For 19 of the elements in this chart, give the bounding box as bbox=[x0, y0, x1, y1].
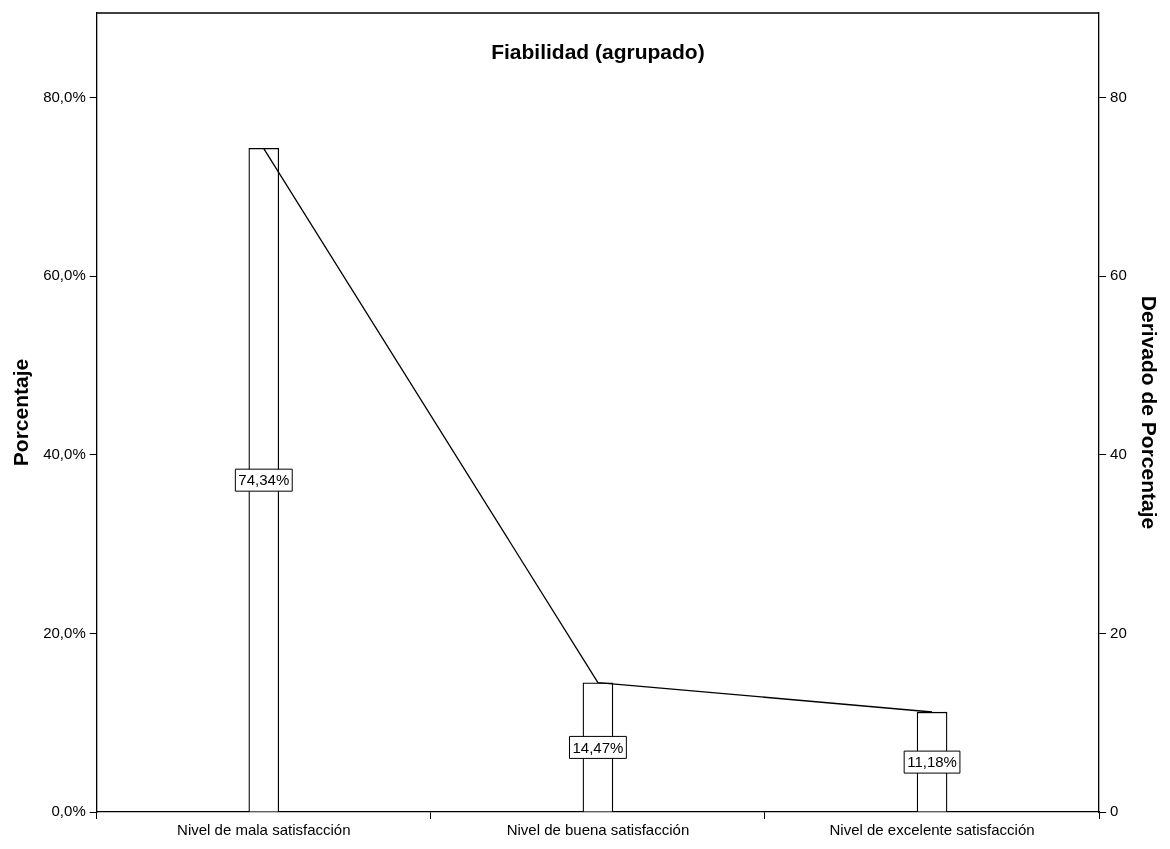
y2-tick-label: 20 bbox=[1110, 623, 1127, 641]
y-tick-label: 20,0% bbox=[43, 623, 86, 641]
y2-tick-label: 60 bbox=[1110, 266, 1127, 284]
data-label: 14,47% bbox=[572, 738, 624, 756]
text: Fiabilidad (agrupado) bbox=[491, 39, 705, 63]
y-tick-label: 80,0% bbox=[43, 87, 86, 105]
y-tick-label: 0,0% bbox=[51, 802, 86, 820]
x-tick-label: Nivel de excelente satisfacción bbox=[829, 821, 1035, 839]
y-tick-label: 40,0% bbox=[43, 445, 86, 463]
x-tick-label: Nivel de mala satisfacción bbox=[177, 821, 351, 839]
y2-tick-label: 0 bbox=[1110, 802, 1119, 820]
data-label: 11,18% bbox=[907, 753, 957, 771]
data-label: 74,34% bbox=[238, 471, 290, 489]
y-axis-title: Porcentaje bbox=[9, 358, 33, 467]
x-tick-label: Nivel de buena satisfacción bbox=[506, 821, 690, 839]
y2-axis-title: Derivado de Porcentaje bbox=[1137, 295, 1161, 530]
y2-tick-label: 40 bbox=[1110, 445, 1127, 463]
y2-tick-label: 80 bbox=[1110, 87, 1127, 105]
y-tick-label: 60,0% bbox=[43, 266, 86, 284]
